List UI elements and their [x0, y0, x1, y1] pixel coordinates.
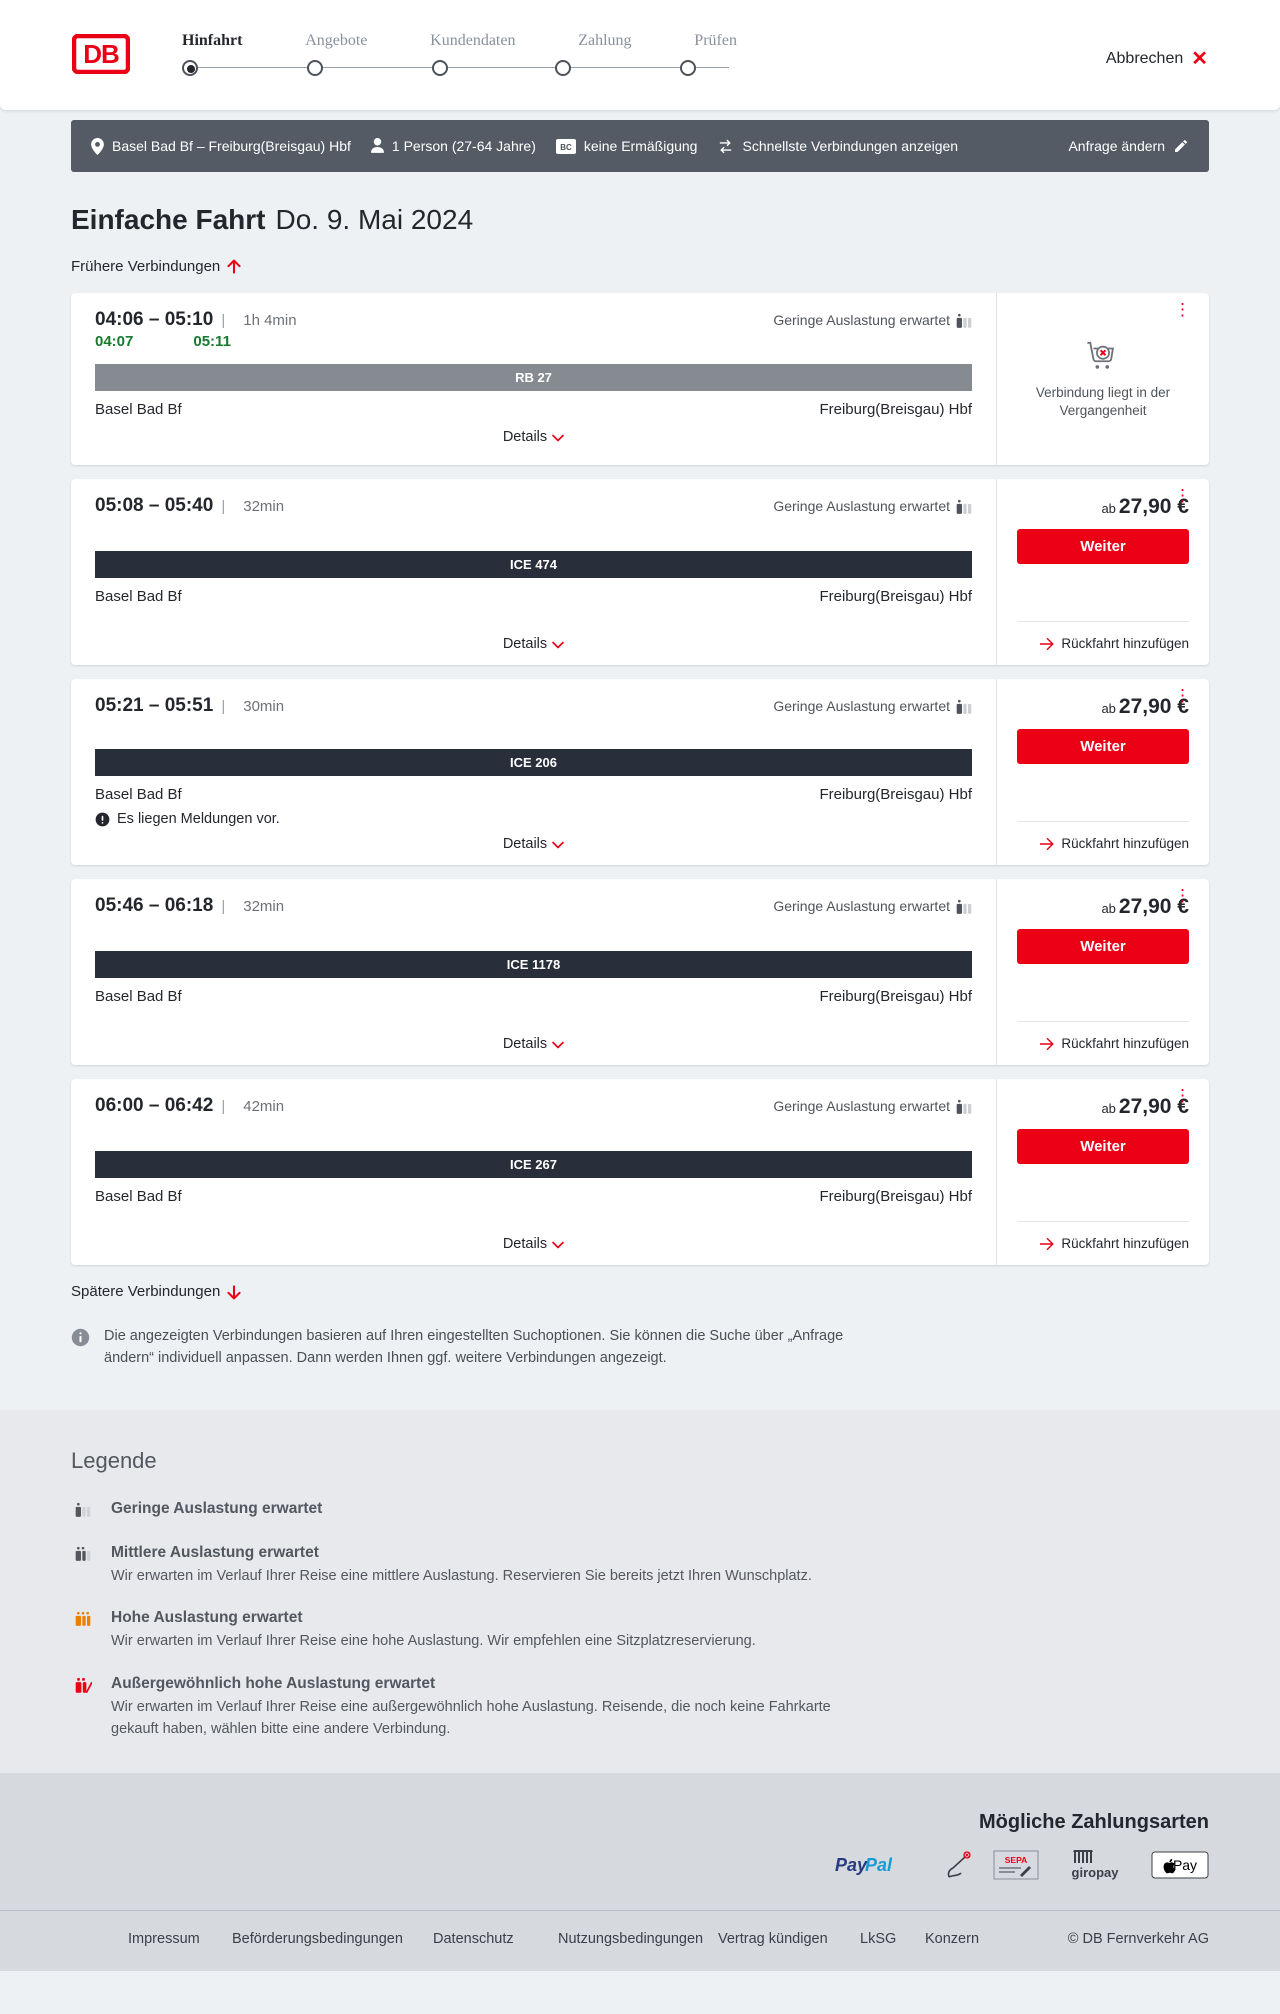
svg-text:giropay: giropay: [1072, 1865, 1120, 1880]
svg-text:SEPA: SEPA: [1005, 1855, 1028, 1865]
svg-text:DB: DB: [83, 39, 119, 69]
svg-text:Pay: Pay: [1173, 1857, 1197, 1873]
svg-text:Pal: Pal: [865, 1855, 893, 1875]
svg-text:BC: BC: [560, 143, 572, 152]
svg-text:Pay: Pay: [835, 1855, 868, 1875]
